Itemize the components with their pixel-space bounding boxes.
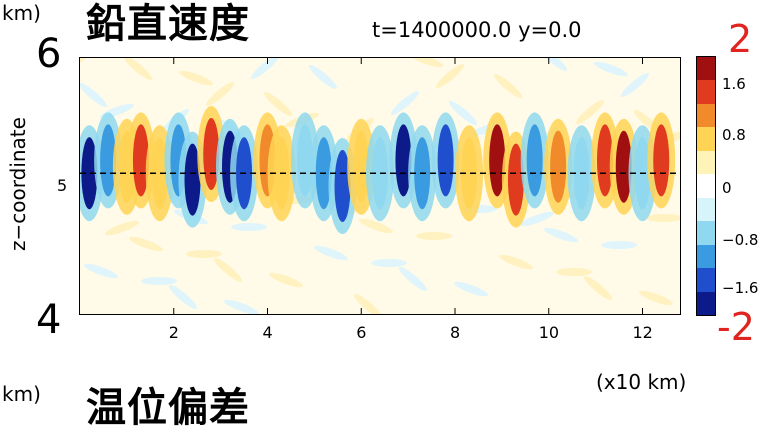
x-tick-label: 12: [632, 323, 653, 342]
texture-blob: [186, 250, 222, 258]
data-cell: [615, 130, 632, 203]
x-tick-label: 6: [356, 323, 367, 342]
chart-info: t=1400000.0 y=0.0: [372, 18, 582, 42]
texture-blob: [123, 58, 153, 80]
texture-blob: [454, 281, 488, 297]
data-cell: [81, 137, 98, 210]
data-cell: [507, 143, 524, 216]
texture-blob: [583, 276, 613, 300]
texture-blob: [250, 58, 280, 79]
colorbar-tick-label: 0: [722, 179, 732, 197]
y-top-label: 6: [36, 31, 62, 77]
y-bottom-label: 4: [36, 297, 62, 343]
y-mid-label: 5: [57, 176, 68, 195]
texture-blob: [141, 277, 177, 285]
data-cell: [395, 124, 412, 197]
texture-blob: [493, 74, 523, 98]
bottom-unit-label: km): [2, 382, 41, 406]
texture-blob: [224, 299, 258, 314]
texture-blob: [556, 268, 592, 276]
data-cell: [353, 130, 370, 203]
bottom-panel-title: 温位偏差: [86, 385, 250, 431]
data-cell: [334, 150, 351, 222]
colorbar-swatch: [697, 103, 715, 128]
data-cell: [132, 124, 149, 197]
colorbar-swatch: [697, 57, 715, 81]
texture-blob: [435, 64, 465, 88]
x-tick-label: 10: [538, 323, 560, 342]
texture-blob: [213, 258, 243, 282]
texture-blob: [105, 220, 139, 236]
texture-blob: [269, 272, 303, 288]
unit-label-top: km): [2, 1, 41, 25]
x-tick-label: 8: [450, 323, 461, 342]
texture-blob: [84, 263, 118, 279]
texture-blob: [416, 232, 452, 240]
texture-blob: [308, 65, 338, 89]
colorbar-swatch: [697, 244, 715, 269]
data-cell: [526, 124, 543, 197]
chart-title: 鉛直速度: [86, 1, 250, 47]
texture-blob: [575, 100, 605, 124]
colorbar-tick-label: 0.8: [722, 126, 746, 144]
colorbar-tick-label: 1.6: [722, 75, 746, 93]
heatmap-svg: [80, 58, 680, 314]
texture-blob: [409, 58, 443, 68]
colorbar-max-label: 2: [728, 17, 753, 61]
colorbar-swatch: [697, 221, 715, 245]
colorbar-tick-label: −1.6: [722, 279, 759, 297]
texture-blob: [314, 245, 348, 261]
texture-blob: [371, 259, 407, 267]
colorbar-swatch: [697, 80, 715, 104]
data-cell: [100, 124, 117, 197]
x-tick-label: 4: [262, 323, 273, 342]
texture-blob: [594, 61, 628, 77]
colorbar-swatch: [697, 291, 715, 315]
colorbar-swatch: [697, 174, 715, 198]
colorbar-swatch: [697, 127, 715, 151]
texture-blob: [538, 58, 568, 71]
texture-blob: [353, 294, 383, 314]
colorbar-tick-label: −0.8: [722, 231, 759, 249]
data-cell: [550, 130, 567, 203]
colorbar: [696, 56, 716, 316]
texture-blob: [499, 254, 533, 270]
data-cell: [184, 143, 201, 216]
texture-blob: [129, 236, 163, 252]
y-axis-label: z−coordinate: [6, 117, 30, 251]
colorbar-swatch: [697, 150, 715, 175]
texture-blob: [179, 70, 213, 86]
data-cell: [653, 124, 670, 197]
colorbar-min-label: -2: [717, 305, 755, 349]
data-cell: [489, 124, 506, 197]
texture-blob: [639, 290, 673, 306]
texture-blob: [398, 267, 428, 291]
texture-blob: [80, 83, 108, 107]
texture-blob: [646, 214, 680, 222]
colorbar-swatch: [697, 197, 715, 222]
texture-blob: [231, 223, 267, 231]
x-tick-label: 2: [168, 323, 179, 342]
data-cell: [297, 124, 313, 197]
colorbar-swatch: [697, 268, 715, 292]
data-cell: [151, 137, 168, 210]
texture-blob: [359, 218, 393, 234]
texture-blob: [263, 92, 293, 116]
texture-blob: [390, 91, 420, 115]
texture-blob: [448, 101, 478, 125]
data-cell: [437, 124, 454, 197]
texture-blob: [205, 82, 235, 106]
texture-blob: [80, 58, 95, 70]
texture-blob: [620, 73, 650, 97]
data-cell: [461, 137, 478, 210]
data-cell: [203, 118, 220, 190]
heatmap-plot: [79, 57, 681, 315]
texture-blob: [168, 285, 198, 309]
x-unit-label: (x10 km): [596, 370, 687, 394]
texture-blob: [544, 227, 578, 243]
texture-blob: [601, 241, 637, 249]
texture-blob: [520, 211, 554, 227]
data-cell: [597, 124, 613, 197]
